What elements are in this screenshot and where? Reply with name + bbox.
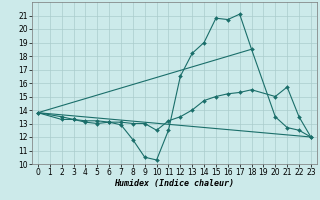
X-axis label: Humidex (Indice chaleur): Humidex (Indice chaleur) [115,179,234,188]
